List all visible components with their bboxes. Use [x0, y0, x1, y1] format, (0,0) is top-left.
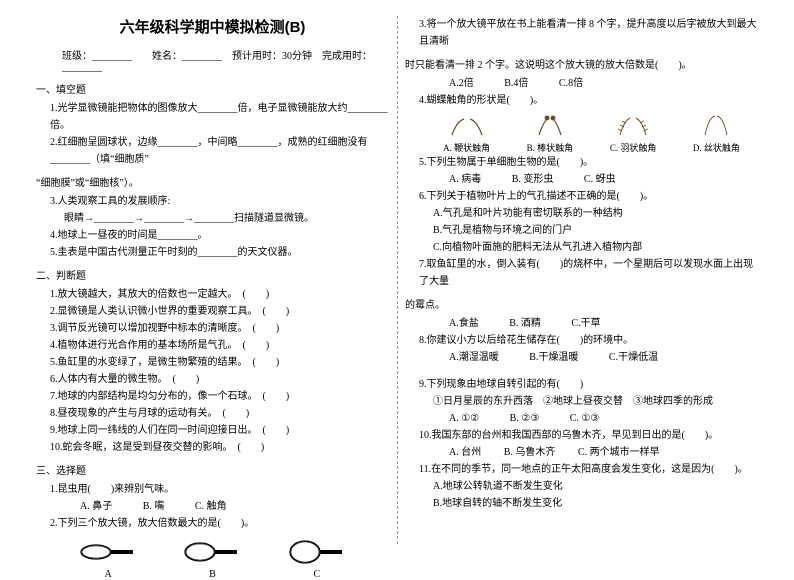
- exam-title: 六年级科学期中模拟检测(B): [36, 16, 389, 37]
- q1-4: 4.地球上一昼夜的时间是________。: [36, 227, 389, 244]
- q3-1-opts: A. 鼻子 B. 嘴 C. 触角: [36, 498, 389, 515]
- antenna-feather-icon: [608, 113, 658, 139]
- q1-2b: “细胞膜”或“细胞核”）。: [36, 174, 389, 189]
- antenna-a: A. 鞭状触角: [442, 113, 492, 154]
- antenna-row: A. 鞭状触角 B. 棒状触角 C. 羽状触角 D. 丝状触角: [405, 109, 758, 154]
- opt-c: C.干燥低温: [609, 349, 658, 366]
- q3-1: 1.昆虫用( )来辨别气味。: [36, 481, 389, 498]
- q2-2: 2.显微镜是人类认识微小世界的重要观察工具。 ( ): [36, 303, 389, 320]
- q2-1: 1.放大镜越大，其放大的倍数也一定越大。 ( ): [36, 286, 389, 303]
- q2-3: 3.调节反光镜可以增加视野中标本的清晰度。 ( ): [36, 320, 389, 337]
- q3-6: 6.下列关于植物叶片上的气孔描述不正确的是( )。: [405, 188, 758, 205]
- q1-5: 5.圭表是中国古代测量正午时刻的________的天文仪器。: [36, 244, 389, 261]
- q3-5: 5.下列生物属于单细胞生物的是( )。: [405, 154, 758, 171]
- q3-2: 2.下列三个放大镜，放大倍数最大的是( )。: [36, 515, 389, 532]
- magnifier-icon: [78, 538, 138, 566]
- q2-6: 6.人体内有大量的微生物。 ( ): [36, 371, 389, 388]
- opt-b: B. 嘴: [143, 498, 165, 515]
- opt-a: A. 台州: [449, 444, 481, 461]
- q3-9-opts: A. ①② B. ②③ C. ①③: [405, 410, 758, 427]
- q3-11b: B.地球自转的轴不断发生变化: [405, 495, 758, 512]
- q3-6b: B.气孔是植物与环境之间的门户: [405, 222, 758, 239]
- q3-3: 3.将一个放大镜平放在书上能看清一排 8 个字，提升高度以后字被放大到最大且清晰: [405, 16, 758, 50]
- q2-9: 9.地球上同一纬线的人们在同一时间迎接日出。 ( ): [36, 422, 389, 439]
- section-1: 一、填空题: [36, 81, 389, 96]
- opt-b: B. ②③: [510, 410, 540, 427]
- opt-a: A.2倍: [449, 75, 474, 92]
- q3-3-opts: A.2倍 B.4倍 C.8倍: [405, 75, 758, 92]
- opt-c: C. 触角: [195, 498, 227, 515]
- q3-4: 4.蝴蝶触角的形状是( )。: [405, 92, 758, 109]
- opt-a: A.潮湿温暖: [449, 349, 499, 366]
- q3-7: 7.取鱼缸里的水，倒入装有( )的烧杯中，一个星期后可以发现水面上出现了大量: [405, 256, 758, 290]
- left-column: 六年级科学期中模拟检测(B) 班级：________ 姓名：________ 预…: [28, 16, 397, 544]
- opt-b: B. 变形虫: [512, 171, 554, 188]
- opt-c: C. ①③: [570, 410, 600, 427]
- opt-a: A. ①②: [449, 410, 479, 427]
- q3-5-opts: A. 病毒 B. 变形虫 C. 蚜虫: [405, 171, 758, 188]
- opt-c: C.8倍: [559, 75, 583, 92]
- right-column: 3.将一个放大镜平放在书上能看清一排 8 个字，提升高度以后字被放大到最大且清晰…: [397, 16, 766, 544]
- opt-b: B.4倍: [504, 75, 528, 92]
- q1-3b: 眼睛→________→________→________扫描隧道显微镜。: [36, 210, 389, 227]
- header-line: 班级：________ 姓名：________ 预计用时：30分钟 完成用时：_…: [36, 47, 389, 73]
- q3-9b: ①日月星辰的东升西落 ②地球上昼夜交替 ③地球四季的形成: [405, 393, 758, 410]
- antenna-c: C. 羽状触角: [608, 113, 658, 154]
- antenna-club-icon: [525, 113, 575, 139]
- opt-a: A. 鼻子: [80, 498, 112, 515]
- opt-a: A.食盐: [449, 315, 479, 332]
- magnifier-icon: [287, 538, 347, 566]
- q3-11: 11.在不同的季节，同一地点的正午太阳高度会发生变化，这是因为( )。: [405, 461, 758, 478]
- q2-10: 10.蛇会冬眠，这是受到昼夜交替的影响。 ( ): [36, 439, 389, 456]
- antenna-whip-icon: [442, 113, 492, 139]
- q3-10-opts: A. 台州 B. 乌鲁木齐 C. 两个城市一样早: [405, 444, 758, 461]
- opt-c: C. 蚜虫: [584, 171, 616, 188]
- q1-3: 3.人类观察工具的发展顺序:: [36, 193, 389, 210]
- section-2: 二、判断题: [36, 267, 389, 282]
- antenna-d: D. 丝状触角: [691, 113, 741, 154]
- q3-8-opts: A.潮湿温暖 B.干燥温暖 C.干燥低温: [405, 349, 758, 366]
- lens-b: B: [182, 538, 242, 580]
- q2-7: 7.地球的内部结构是均匀分布的，像一个石球。 ( ): [36, 388, 389, 405]
- q3-7-opts: A.食盐 B. 酒精 C.干草: [405, 315, 758, 332]
- q2-8: 8.昼夜现象的产生与月球的运动有关。 ( ): [36, 405, 389, 422]
- q1-2: 2.红细胞呈圆球状，边缘________，中间略________，成熟的红细胞没…: [36, 134, 389, 168]
- antenna-thread-icon: [691, 113, 741, 139]
- opt-a: A. 病毒: [449, 171, 481, 188]
- q2-4: 4.植物体进行光合作用的基本场所是气孔。 ( ): [36, 337, 389, 354]
- q3-9: 9.下列现象由地球自转引起的有( ): [405, 376, 758, 393]
- opt-b: B. 乌鲁木齐: [504, 444, 556, 461]
- lens-row: A B C: [36, 532, 389, 580]
- q3-7b: 的霉点。: [405, 296, 758, 311]
- opt-b: B. 酒精: [509, 315, 541, 332]
- antenna-b: B. 棒状触角: [525, 113, 575, 154]
- q3-6c: C.向植物叶面施的肥料无法从气孔进入植物内部: [405, 239, 758, 256]
- magnifier-icon: [182, 538, 242, 566]
- lens-c: C: [287, 538, 347, 580]
- section-3: 三、选择题: [36, 462, 389, 477]
- q3-10: 10.我国东部的台州和我国西部的乌鲁木齐，早见到日出的是( )。: [405, 427, 758, 444]
- q3-6a: A.气孔是和叶片功能有密切联系的一种结构: [405, 205, 758, 222]
- q1-1: 1.光学显微镜能把物体的图像放大________倍，电子显微镜能放大约_____…: [36, 100, 389, 134]
- q3-8: 8.你建议小方以后给花生储存在( )的环境中。: [405, 332, 758, 349]
- lens-a: A: [78, 538, 138, 580]
- q3-11a: A.地球公转轨道不断发生变化: [405, 478, 758, 495]
- q3-3b: 时只能看清一排 2 个字。这说明这个放大镜的放大倍数是( )。: [405, 56, 758, 71]
- opt-c: C. 两个城市一样早: [578, 444, 660, 461]
- opt-c: C.干草: [571, 315, 600, 332]
- q2-5: 5.鱼缸里的水变绿了，是微生物繁殖的结果。 ( ): [36, 354, 389, 371]
- opt-b: B.干燥温暖: [529, 349, 578, 366]
